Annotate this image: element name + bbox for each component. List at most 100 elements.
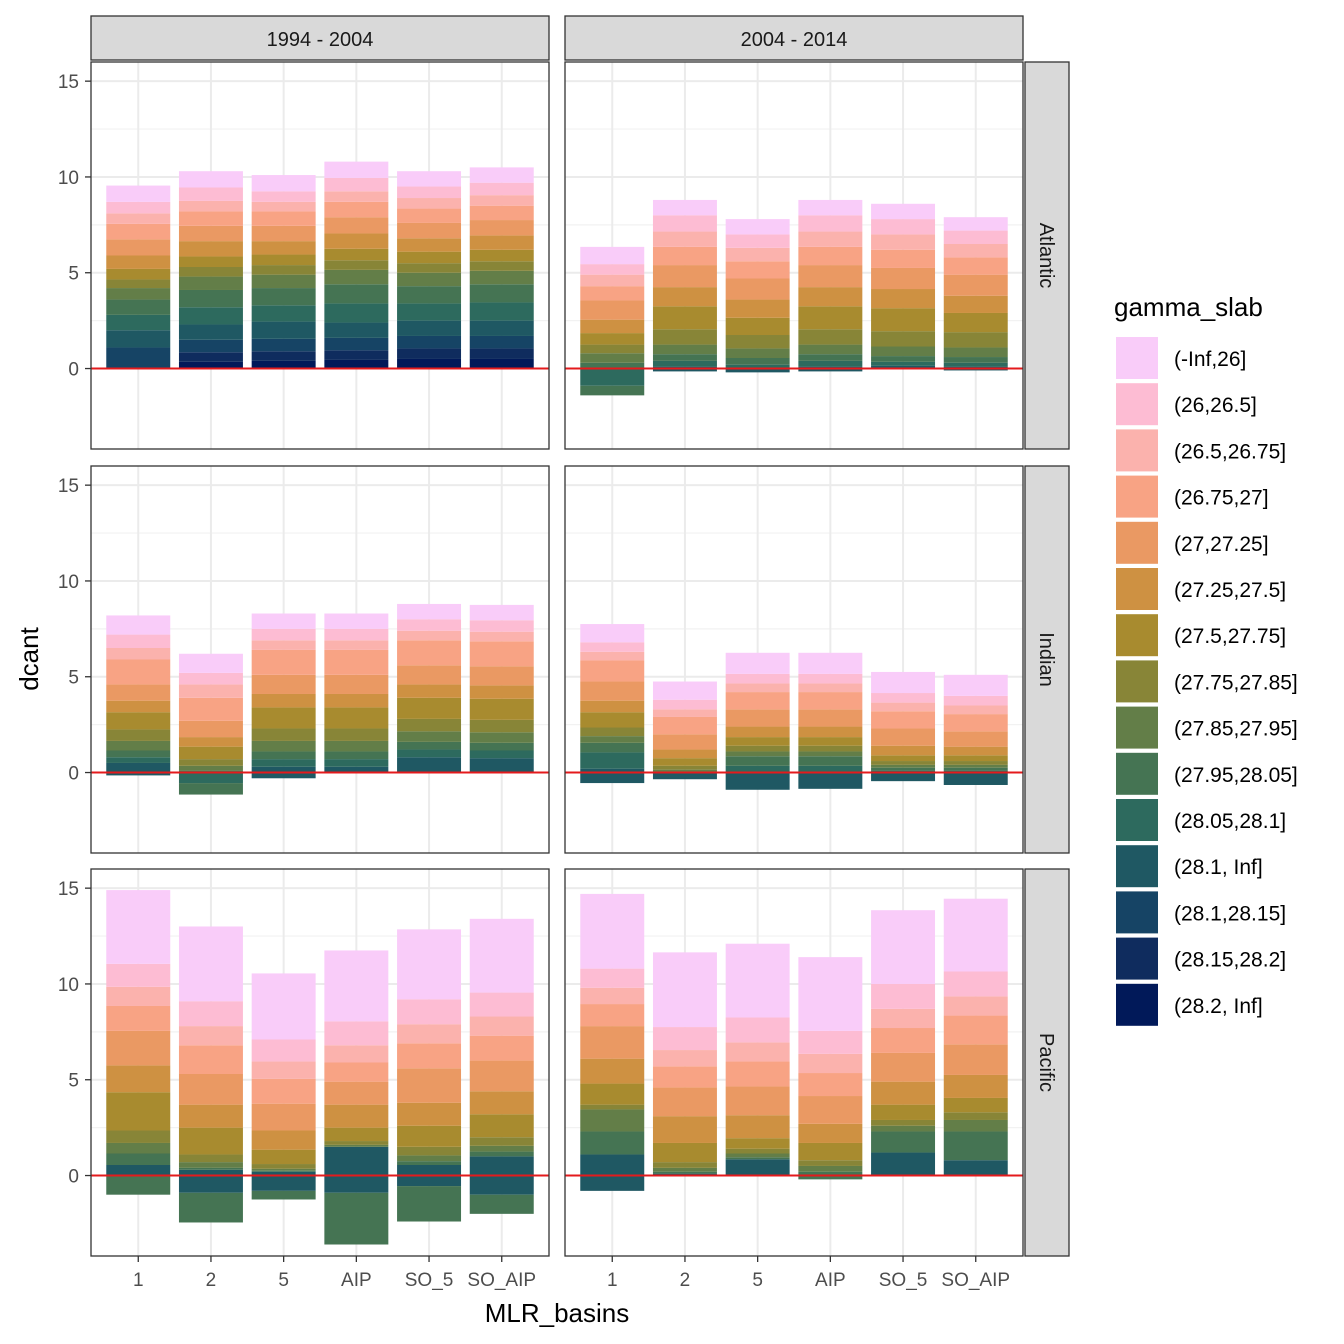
bar-segment-neg-AIP-11 [798, 368, 863, 372]
bar-segment-1-8 [106, 288, 171, 300]
bar-segment-AIP-6 [324, 707, 389, 729]
bar-segment-AIP-3 [798, 692, 863, 710]
legend-swatch [1116, 475, 1158, 518]
bar-segment-2-0 [178, 926, 243, 1002]
bar-segment-5-3 [725, 1061, 790, 1087]
bar-segment-2-0 [178, 171, 243, 188]
bar-segment-2-7 [652, 765, 717, 770]
bar-segment-AIP-7 [798, 1160, 863, 1166]
bar-segment-2-9 [652, 1171, 717, 1174]
bar-segment-AIP-3 [324, 201, 389, 218]
bar-segment-1-7 [580, 1104, 645, 1110]
y-tick-label: 0 [68, 1167, 79, 1188]
bar-segment-5-9 [725, 357, 790, 365]
bar-segment-SO_5-10 [871, 361, 936, 366]
bar-segment-1-4 [106, 239, 171, 256]
bar-segment-SO_5-9 [871, 767, 936, 771]
legend-item: (26.5,26.75] [1116, 429, 1286, 472]
x-tick-label: SO_5 [879, 1270, 928, 1291]
row-strip-label: Atlantic [1035, 223, 1057, 289]
bar-segment-2-2 [652, 1050, 717, 1067]
legend-label: (26.5,26.75] [1174, 440, 1286, 463]
bar-segment-AIP-8 [798, 751, 863, 757]
bar-segment-AIP-7 [798, 745, 863, 752]
bar-segment-SO_5-10 [397, 303, 462, 321]
panel-atlantic-1 [90, 61, 550, 450]
bar-segment-5-12 [251, 338, 316, 352]
bar-segment-5-8 [251, 740, 316, 752]
bar-segment-1-2 [580, 274, 645, 287]
bar-segment-SO_5-11 [871, 365, 936, 368]
bar-segment-5-6 [725, 1138, 790, 1149]
bar-segment-SO_5-6 [397, 697, 462, 719]
bar-segment-SO_AIP-0 [469, 604, 534, 621]
bar-segment-SO_5-5 [871, 1081, 936, 1105]
bar-segment-SO_5-2 [871, 234, 936, 250]
bar-segment-5-2 [725, 683, 790, 693]
bar-segment-2-5 [178, 737, 243, 747]
bar-segment-SO_AIP-8 [469, 732, 534, 743]
bar-segment-AIP-9 [798, 354, 863, 361]
bar-segment-SO_AIP-10 [469, 302, 534, 321]
bar-segment-5-6 [251, 1149, 316, 1165]
bar-segment-2-5 [652, 1116, 717, 1143]
bar-segment-5-1 [725, 673, 790, 684]
legend-item: (28.1, Inf] [1116, 845, 1263, 888]
bar-segment-1-0 [580, 893, 645, 969]
legend-item: (-Inf,26] [1116, 337, 1246, 379]
y-tick-label: 5 [68, 264, 79, 285]
bar-segment-SO_5-0 [397, 929, 462, 1000]
bar-segment-SO_5-0 [871, 671, 936, 694]
bar-segment-AIP-7 [324, 260, 389, 270]
bar-segment-2-7 [652, 329, 717, 345]
bar-segment-SO_5-7 [397, 1146, 462, 1156]
bar-segment-5-3 [251, 1078, 316, 1104]
bar-segment-SO_AIP-1 [943, 971, 1008, 997]
bar-segment-5-10 [251, 305, 316, 322]
bar-segment-SO_5-4 [871, 267, 936, 290]
bar-segment-5-5 [725, 1115, 790, 1139]
bar-segment-5-9 [725, 1157, 790, 1160]
legend-item: (27.85,27.95] [1116, 706, 1298, 749]
bar-segment-1-8 [106, 1142, 171, 1154]
bar-segment-AIP-6 [798, 737, 863, 746]
panels-layer [90, 61, 1024, 1257]
bar-segment-SO_5-8 [871, 764, 936, 768]
legend-label: (26.75,27] [1174, 487, 1269, 510]
legend-label: (27,27.25] [1174, 533, 1269, 556]
bar-segment-5-8 [725, 348, 790, 358]
legend-label: (28.15,28.2] [1174, 949, 1286, 972]
bar-segment-SO_AIP-5 [943, 1074, 1008, 1098]
bar-segment-1-4 [106, 1030, 171, 1066]
bar-segment-SO_5-7 [871, 331, 936, 347]
bar-segment-2-8 [178, 1162, 243, 1168]
bar-segment-neg-2-11 [652, 368, 717, 372]
bar-segment-SO_AIP-7 [943, 332, 1008, 348]
bar-segment-AIP-8 [324, 269, 389, 285]
bar-segment-SO_5-2 [871, 702, 936, 712]
bar-segment-2-2 [652, 709, 717, 717]
column-strip: 2004 - 2014 [564, 15, 1024, 61]
bar-segment-5-5 [725, 299, 790, 318]
bar-segment-SO_AIP-10 [469, 750, 534, 759]
bar-segment-AIP-6 [798, 306, 863, 330]
bar-segment-5-5 [725, 726, 790, 738]
bar-segment-1-2 [580, 651, 645, 661]
panel-border [90, 868, 550, 1257]
bar-segment-neg-5-11 [251, 772, 316, 779]
bar-segment-SO_5-0 [871, 203, 936, 220]
bar-segment-5-6 [251, 254, 316, 266]
bar-segment-SO_AIP-6 [943, 312, 1008, 333]
bar-segment-1-4 [580, 300, 645, 320]
bar-segment-1-6 [106, 1092, 171, 1131]
bar-segment-SO_AIP-2 [943, 705, 1008, 715]
panel-pacific-2 [564, 868, 1024, 1257]
bar-segment-2-1 [652, 215, 717, 232]
bar-segment-SO_5-1 [871, 983, 936, 1009]
bar-segment-1-5 [580, 700, 645, 713]
bar-segment-neg-SO_AIP-11 [943, 772, 1008, 785]
legend-item: (27.5,27.75] [1116, 614, 1286, 657]
legend-swatch [1116, 799, 1158, 841]
bar-segment-2-3 [652, 1066, 717, 1088]
bar-segment-5-9 [725, 756, 790, 766]
